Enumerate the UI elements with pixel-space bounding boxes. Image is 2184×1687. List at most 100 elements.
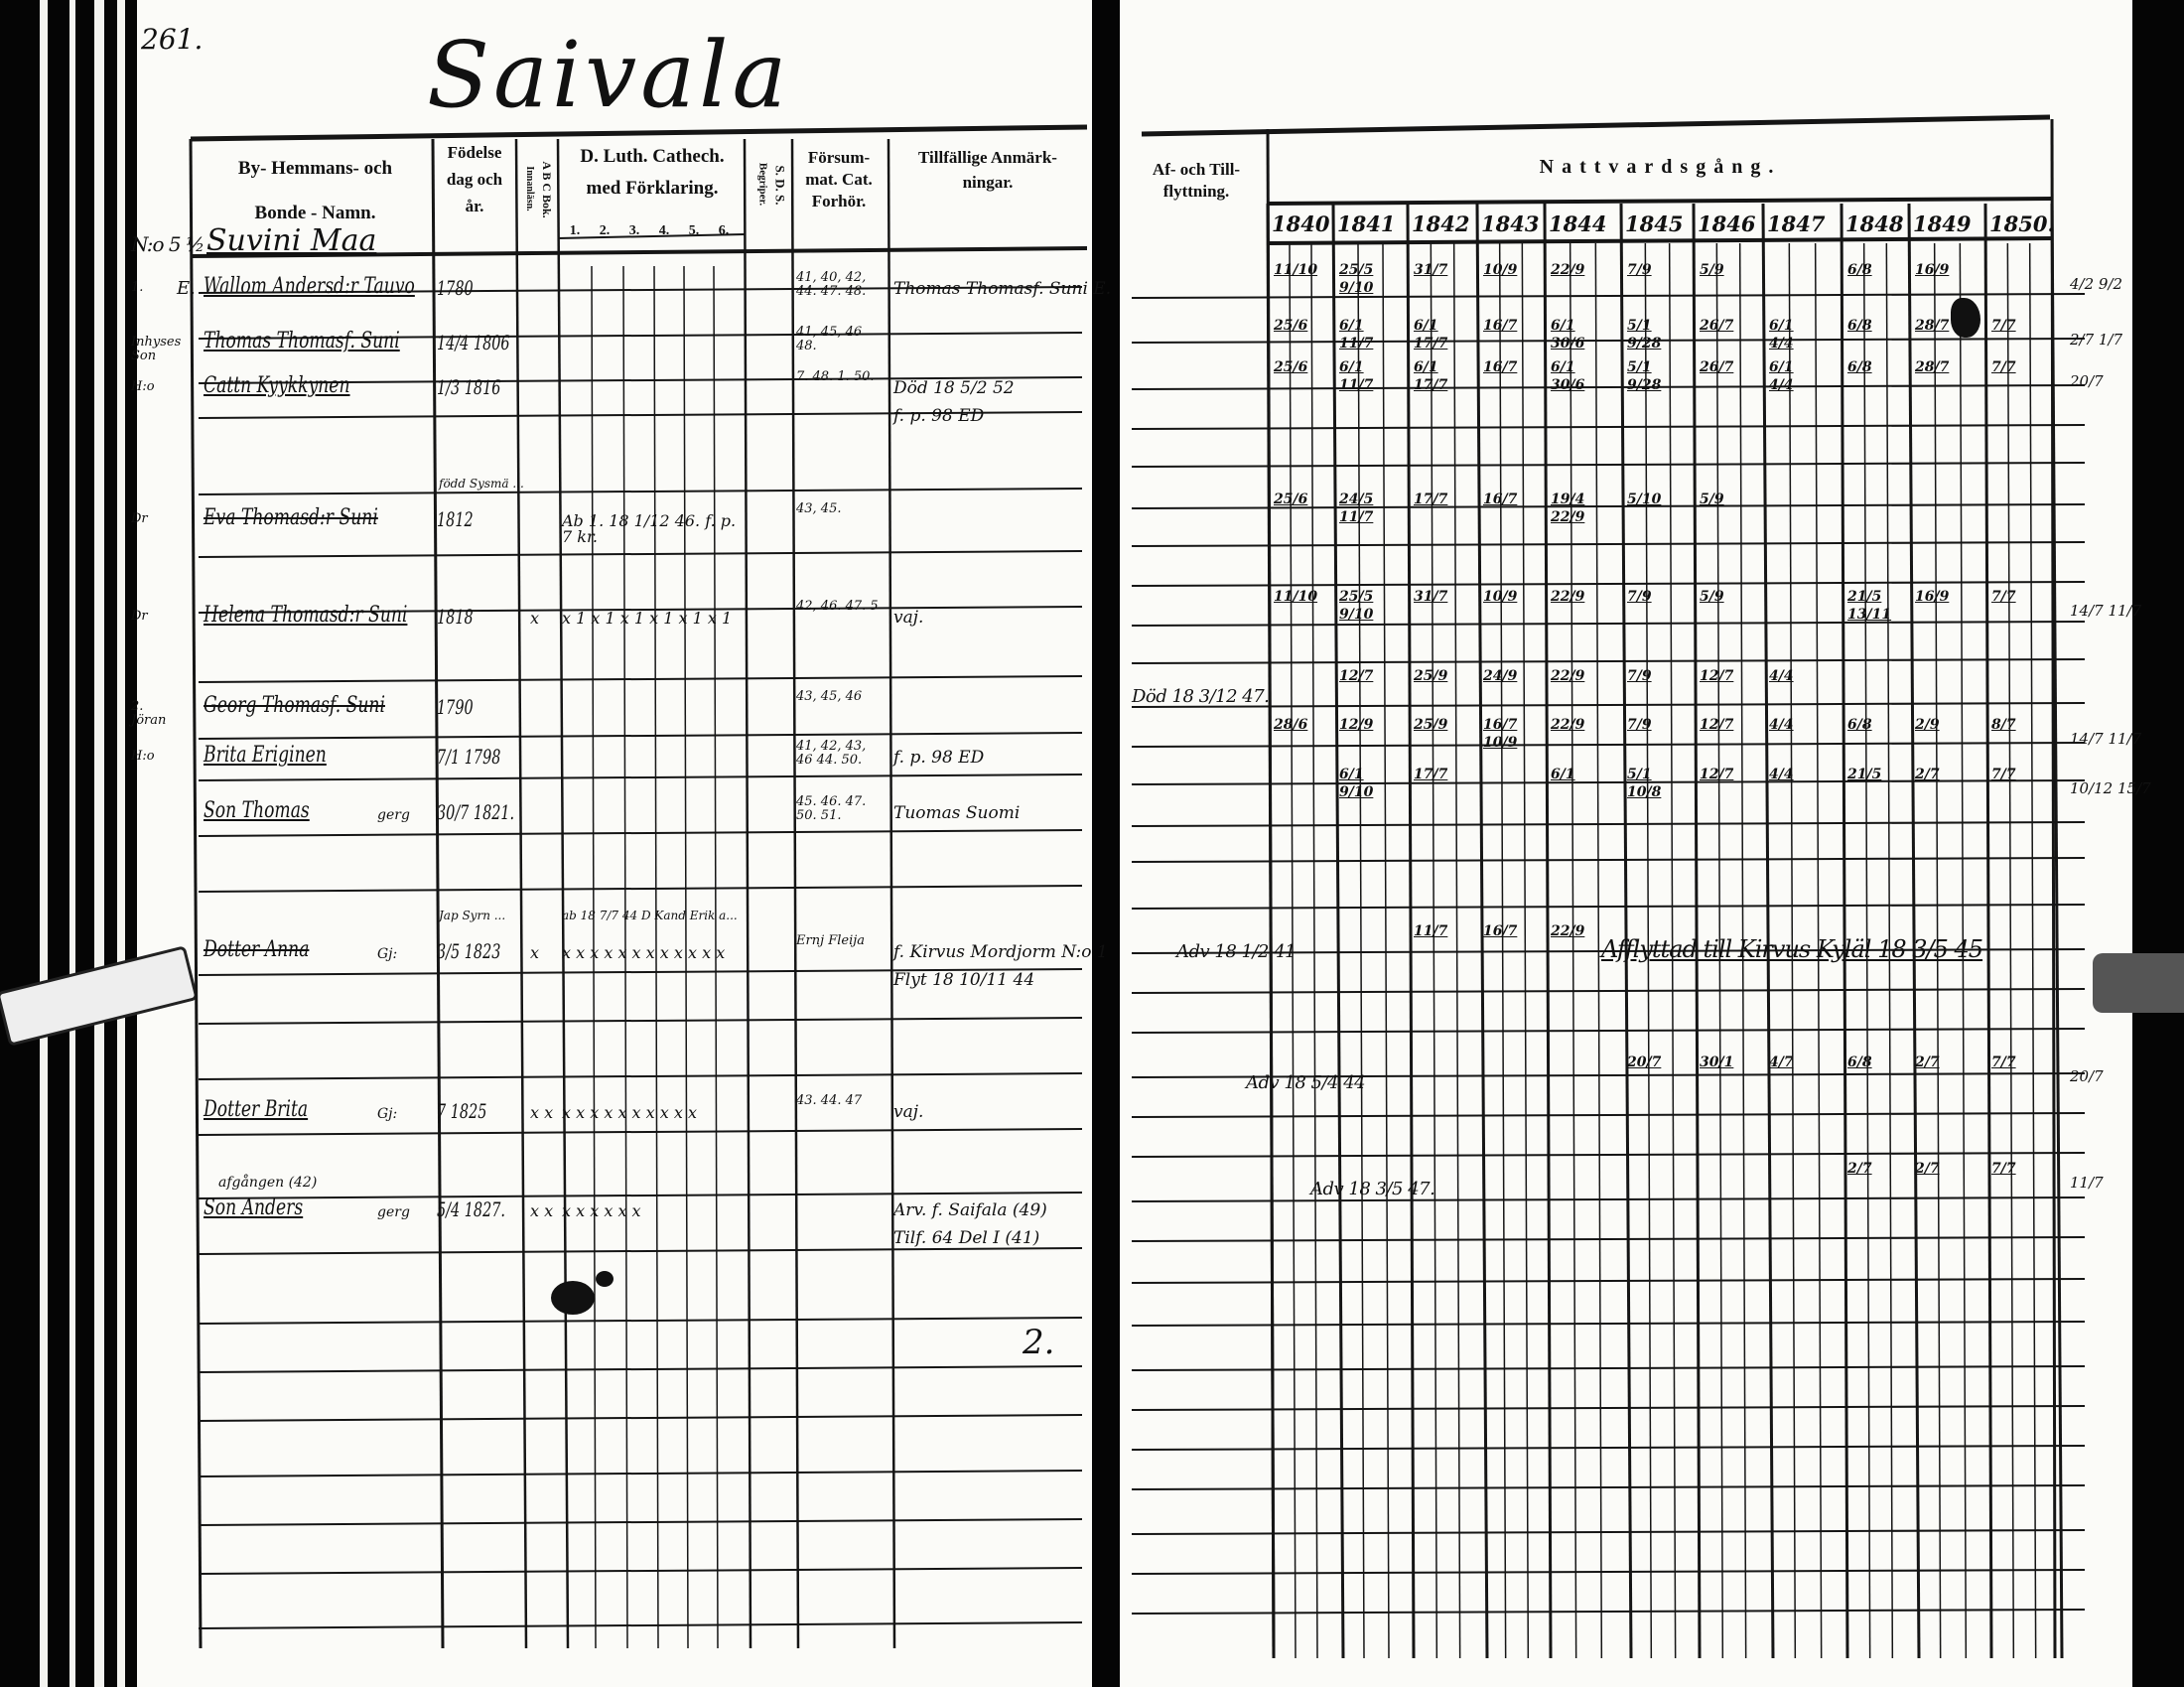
communion-date: 6/1 [1551,359,1575,375]
member-birth-date: 14/4 1806 [437,331,510,354]
missed-examinations: Ernj Fleija [796,933,866,948]
margin-note: 14/7 11/7 [2070,602,2142,620]
header-name: By- Hemmans- och [237,158,393,179]
communion-date: 21/5 [1847,767,1882,782]
row-rule [1131,779,2086,785]
header-communion: Nattvardsgång. [1539,156,1782,178]
communion-date: 22/9 [1551,717,1585,733]
communion-date: 6/1 [1339,359,1364,375]
member-name: Wallom Andersd:r Tauvo [204,274,415,299]
year-header-1850: 1850. [1989,211,2055,236]
communion-date: 30/6 [1551,377,1585,393]
member-birth-date: 7 1825 [437,1099,487,1123]
communion-date: 25/6 [1274,492,1308,507]
communion-date: 2/7 [1915,1161,1940,1177]
year-header-1841: 1841 [1337,211,1396,236]
communion-date: 12/7 [1700,668,1734,684]
communion-date: 16/7 [1483,717,1518,733]
row-rule [198,550,1083,558]
catechism-marks: x x x x x x x x x x x x [562,943,726,962]
header-abc: A B C Bok. [540,161,554,218]
member-role-margin: H:o [131,379,155,394]
row-rule [1131,384,2086,390]
communion-date: 8/7 [1991,717,2016,733]
member-name: Brita Eriginen [204,743,327,768]
catechism-subheader: 4. [658,223,670,238]
year-subcolumn-rule [1430,242,1438,1659]
row-rule [1131,1072,2086,1078]
communion-date: 11/7 [1414,923,1448,939]
communion-date: 6/1 [1551,767,1575,782]
row-rule [1131,1236,2086,1242]
header-birth: år. [465,197,484,215]
communion-date: 10/8 [1627,784,1662,800]
row-rule [198,332,1083,340]
header-name: Bonde - Namn. [254,203,376,223]
member-role-margin: Dr [131,511,148,526]
communion-date: 7/9 [1627,262,1652,278]
ink-blot [551,1281,595,1315]
row-rule [1131,338,2086,344]
remark-continued: Flyt 18 10/11 44 [893,970,1035,990]
communion-date: 6/1 [1414,359,1438,375]
communion-date: 22/9 [1551,923,1585,939]
communion-date: 11/10 [1274,262,1318,278]
communion-date: 25/5 [1339,589,1374,605]
missed-examinations: 43, 45. [796,501,842,516]
row-rule [198,1247,1083,1255]
row-rule [198,1017,1083,1025]
row-rule [1131,1196,2086,1202]
communion-date: 30/1 [1700,1054,1734,1070]
row-rule [1131,658,2086,664]
communion-date: 5/1 [1627,767,1652,782]
member-name-note: Gj: [377,1106,398,1122]
member-birth-date: 1790 [437,695,474,719]
communion-date: 28/7 [1915,318,1950,334]
communion-date: 2/7 [1915,767,1940,782]
communion-date: 19/4 [1551,492,1585,507]
binding-edge [117,0,125,1687]
row-rule [1131,1405,2086,1411]
row-rule [1131,821,2086,827]
communion-date: 9/10 [1339,280,1374,296]
communion-date: 12/7 [1339,668,1374,684]
missed-examinations: 41, 40, 42, 44. 47. 48. [796,270,867,299]
row-rule [1131,1365,2086,1371]
year-subcolumn-rule [1452,242,1461,1659]
communion-date: 25/5 [1339,262,1374,278]
communion-date: 7/9 [1627,589,1652,605]
catechism-subheader: 6. [718,223,730,238]
member-birth-note: Jap Syrn ... [439,909,506,922]
communion-date: 25/9 [1414,717,1448,733]
year-column-rule [1266,203,1276,1659]
member-role-margin: Dr [131,609,148,624]
row-rule [1131,1609,2086,1615]
communion-date: 22/9 [1551,262,1585,278]
row-rule [198,773,1083,781]
year-column-rule [1475,203,1489,1659]
margin-note: 4/2 9/2 [2070,275,2123,293]
catechism-marks: x x x x x x x x x x [562,1103,698,1122]
row-rule [1131,1569,2086,1575]
row-rule [1131,1028,2086,1034]
row-rule [1131,293,2086,299]
communion-date: 11/7 [1339,336,1374,351]
communion-date: 6/8 [1847,1054,1872,1070]
remark: Arv. f. Saifala (49) [893,1200,1047,1220]
communion-date: 6/1 [1339,767,1364,782]
margin-note: 20/7 [2070,372,2104,390]
row-rule [198,732,1083,740]
member-birth-date: 1818 [437,605,474,629]
header-catechism: D. Luth. Cathech. [580,146,725,167]
member-role-margin: Inhyses Son [131,335,182,363]
column-rule [556,138,570,1649]
column-rule [431,138,445,1649]
row-rule [1131,581,2086,587]
catechism-marks: x 1 x 1 x 1 x 1 x 1 x 1 [562,609,733,628]
member-role-margin: H:o [131,749,155,764]
year-header-1842: 1842 [1412,211,1470,236]
communion-date: 4/7 [1769,1054,1794,1070]
communion-date: 6/8 [1847,262,1872,278]
year-subcolumn-rule [1357,242,1365,1659]
header-missed: mat. Cat. [805,170,873,189]
